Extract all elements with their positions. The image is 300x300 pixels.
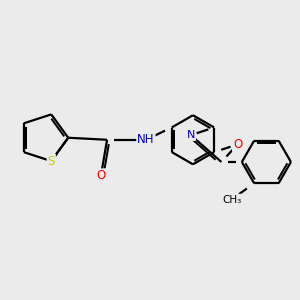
Text: NH: NH <box>137 133 155 146</box>
Text: CH₃: CH₃ <box>222 195 241 205</box>
Text: N: N <box>187 130 195 140</box>
Text: O: O <box>233 138 242 151</box>
Text: O: O <box>96 169 106 182</box>
Text: S: S <box>48 154 55 168</box>
